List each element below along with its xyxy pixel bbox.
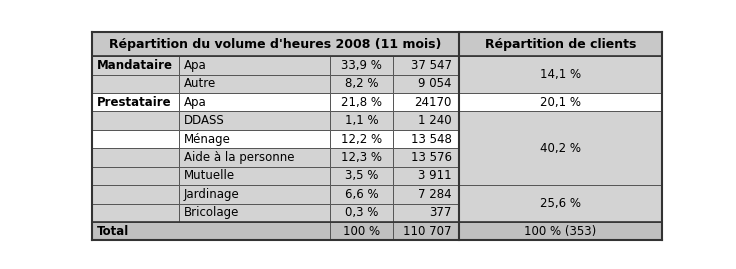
- Bar: [180, 75, 330, 93]
- Text: 13 576: 13 576: [411, 151, 452, 164]
- Text: Autre: Autre: [184, 77, 216, 90]
- Bar: [92, 130, 180, 148]
- Bar: [330, 222, 393, 240]
- Text: DDASS: DDASS: [184, 114, 224, 127]
- Bar: [330, 167, 393, 185]
- Bar: [330, 148, 393, 167]
- Text: Ménage: Ménage: [184, 133, 230, 146]
- Text: 12,3 %: 12,3 %: [342, 151, 382, 164]
- Text: 21,8 %: 21,8 %: [342, 96, 382, 109]
- Bar: [393, 93, 459, 111]
- Bar: [459, 111, 662, 185]
- Text: Total: Total: [96, 225, 129, 238]
- Text: 6,6 %: 6,6 %: [345, 188, 378, 201]
- Text: 9 054: 9 054: [419, 77, 452, 90]
- Text: 1,1 %: 1,1 %: [345, 114, 378, 127]
- Bar: [393, 167, 459, 185]
- Bar: [92, 56, 180, 75]
- Bar: [393, 111, 459, 130]
- Bar: [393, 222, 459, 240]
- Bar: [92, 167, 180, 185]
- Bar: [393, 204, 459, 222]
- Text: 24170: 24170: [414, 96, 452, 109]
- Text: Répartition du volume d'heures 2008 (11 mois): Répartition du volume d'heures 2008 (11 …: [109, 38, 442, 51]
- Bar: [459, 32, 662, 56]
- Text: Aide à la personne: Aide à la personne: [184, 151, 294, 164]
- Text: 33,9 %: 33,9 %: [342, 59, 382, 72]
- Bar: [393, 148, 459, 167]
- Text: 12,2 %: 12,2 %: [342, 133, 383, 146]
- Bar: [459, 93, 662, 111]
- Bar: [92, 111, 180, 130]
- Text: 100 %: 100 %: [343, 225, 381, 238]
- Text: 0,3 %: 0,3 %: [345, 206, 378, 219]
- Text: 20,1 %: 20,1 %: [540, 96, 581, 109]
- Bar: [180, 130, 330, 148]
- Bar: [459, 222, 662, 240]
- Bar: [180, 167, 330, 185]
- Text: 1 240: 1 240: [418, 114, 452, 127]
- Bar: [393, 185, 459, 204]
- Text: 7 284: 7 284: [418, 188, 452, 201]
- Bar: [330, 185, 393, 204]
- Bar: [92, 32, 459, 56]
- Text: Jardinage: Jardinage: [184, 188, 240, 201]
- Bar: [92, 93, 180, 111]
- Bar: [330, 130, 393, 148]
- Bar: [330, 111, 393, 130]
- Bar: [180, 148, 330, 167]
- Bar: [330, 93, 393, 111]
- Bar: [92, 222, 330, 240]
- Text: 14,1 %: 14,1 %: [540, 68, 581, 81]
- Text: Apa: Apa: [184, 96, 207, 109]
- Text: 3,5 %: 3,5 %: [345, 169, 378, 182]
- Bar: [92, 75, 180, 93]
- Bar: [330, 204, 393, 222]
- Bar: [393, 56, 459, 75]
- Bar: [92, 148, 180, 167]
- Bar: [330, 56, 393, 75]
- Bar: [180, 204, 330, 222]
- Bar: [180, 93, 330, 111]
- Bar: [92, 204, 180, 222]
- Bar: [459, 185, 662, 222]
- Text: Apa: Apa: [184, 59, 207, 72]
- Bar: [393, 130, 459, 148]
- Text: 377: 377: [430, 206, 452, 219]
- Text: 8,2 %: 8,2 %: [345, 77, 378, 90]
- Bar: [459, 56, 662, 93]
- Bar: [180, 185, 330, 204]
- Text: Mutuelle: Mutuelle: [184, 169, 235, 182]
- Text: 13 548: 13 548: [411, 133, 452, 146]
- Text: 110 707: 110 707: [403, 225, 452, 238]
- Text: 37 547: 37 547: [411, 59, 452, 72]
- Bar: [92, 185, 180, 204]
- Text: 3 911: 3 911: [418, 169, 452, 182]
- Text: Prestataire: Prestataire: [96, 96, 171, 109]
- Bar: [330, 75, 393, 93]
- Text: Répartition de clients: Répartition de clients: [485, 38, 636, 51]
- Text: Mandataire: Mandataire: [96, 59, 172, 72]
- Text: Bricolage: Bricolage: [184, 206, 239, 219]
- Bar: [393, 75, 459, 93]
- Text: 25,6 %: 25,6 %: [540, 197, 581, 210]
- Text: 100 % (353): 100 % (353): [525, 225, 597, 238]
- Text: 40,2 %: 40,2 %: [540, 142, 581, 155]
- Bar: [180, 56, 330, 75]
- Bar: [180, 111, 330, 130]
